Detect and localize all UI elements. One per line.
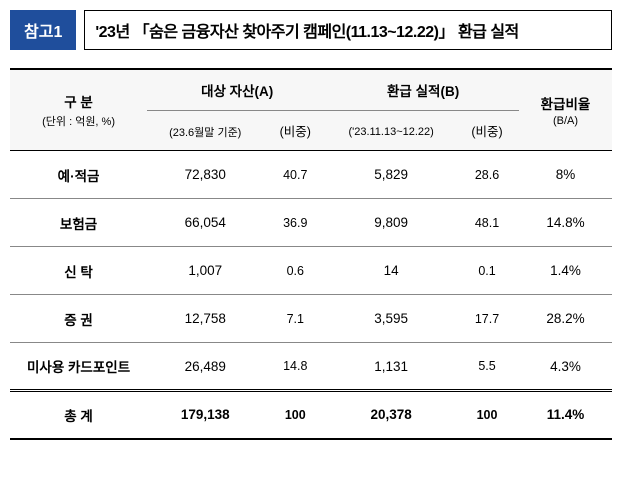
- col-refund-group: 환급 실적(B): [327, 69, 519, 111]
- row-asset: 26,489: [147, 343, 263, 391]
- row-asset-share: 36.9: [263, 199, 327, 247]
- title-box: '23년 「숨은 금융자산 찾아주기 캠페인(11.13~12.22)」 환급 …: [84, 10, 612, 50]
- col-asset-sub: (23.6월말 기준): [147, 111, 263, 151]
- col-refund-sub: ('23.11.13~12.22): [327, 111, 455, 151]
- row-asset-share: 14.8: [263, 343, 327, 391]
- col-category-label: 구 분: [64, 95, 93, 110]
- row-refund: 3,595: [327, 295, 455, 343]
- row-refund-share: 28.6: [455, 151, 519, 199]
- row-ratio: 14.8%: [519, 199, 612, 247]
- total-asset-share: 100: [263, 391, 327, 439]
- row-label: 미사용 카드포인트: [10, 343, 147, 391]
- row-label: 증 권: [10, 295, 147, 343]
- row-ratio: 4.3%: [519, 343, 612, 391]
- row-ratio: 28.2%: [519, 295, 612, 343]
- row-label: 신 탁: [10, 247, 147, 295]
- row-asset-share: 40.7: [263, 151, 327, 199]
- table-total-row: 총 계179,13810020,37810011.4%: [10, 391, 612, 439]
- row-asset-share: 7.1: [263, 295, 327, 343]
- row-asset: 12,758: [147, 295, 263, 343]
- col-refund-label: 환급 실적(B): [387, 84, 459, 99]
- col-asset-group: 대상 자산(A): [147, 69, 327, 111]
- row-refund: 5,829: [327, 151, 455, 199]
- row-asset-share: 0.6: [263, 247, 327, 295]
- row-refund-share: 5.5: [455, 343, 519, 391]
- row-ratio: 1.4%: [519, 247, 612, 295]
- col-category-sub: (단위 : 억원, %): [14, 113, 143, 129]
- col-asset-share: (비중): [263, 111, 327, 151]
- refund-table: 구 분 (단위 : 억원, %) 대상 자산(A) 환급 실적(B) 환급비율 …: [10, 68, 612, 440]
- col-ratio: 환급비율 (B/A): [519, 69, 612, 151]
- total-asset: 179,138: [147, 391, 263, 439]
- row-label: 예·적금: [10, 151, 147, 199]
- row-asset: 1,007: [147, 247, 263, 295]
- row-refund: 1,131: [327, 343, 455, 391]
- table-row: 신 탁1,0070.6140.11.4%: [10, 247, 612, 295]
- row-refund: 14: [327, 247, 455, 295]
- col-asset-sub-label: (23.6월말 기준): [151, 124, 259, 140]
- col-refund-share: (비중): [455, 111, 519, 151]
- row-label: 보험금: [10, 199, 147, 247]
- reference-badge: 참고1: [10, 10, 76, 50]
- total-refund: 20,378: [327, 391, 455, 439]
- row-refund: 9,809: [327, 199, 455, 247]
- table-row: 증 권12,7587.13,59517.728.2%: [10, 295, 612, 343]
- row-asset: 66,054: [147, 199, 263, 247]
- col-refund-sub-label: ('23.11.13~12.22): [331, 126, 451, 138]
- col-ratio-sub: (B/A): [523, 115, 608, 127]
- row-refund-share: 0.1: [455, 247, 519, 295]
- row-refund-share: 17.7: [455, 295, 519, 343]
- row-asset: 72,830: [147, 151, 263, 199]
- table-row: 미사용 카드포인트26,48914.81,1315.54.3%: [10, 343, 612, 391]
- row-ratio: 8%: [519, 151, 612, 199]
- table-body: 예·적금72,83040.75,82928.68%보험금66,05436.99,…: [10, 151, 612, 439]
- table-row: 예·적금72,83040.75,82928.68%: [10, 151, 612, 199]
- total-ratio: 11.4%: [519, 391, 612, 439]
- total-refund-share: 100: [455, 391, 519, 439]
- header-row: 참고1 '23년 「숨은 금융자산 찾아주기 캠페인(11.13~12.22)」…: [10, 10, 612, 50]
- row-refund-share: 48.1: [455, 199, 519, 247]
- col-category: 구 분 (단위 : 억원, %): [10, 69, 147, 151]
- col-ratio-label: 환급비율: [541, 97, 591, 112]
- table-row: 보험금66,05436.99,80948.114.8%: [10, 199, 612, 247]
- total-label: 총 계: [10, 391, 147, 439]
- col-asset-label: 대상 자산(A): [201, 84, 273, 99]
